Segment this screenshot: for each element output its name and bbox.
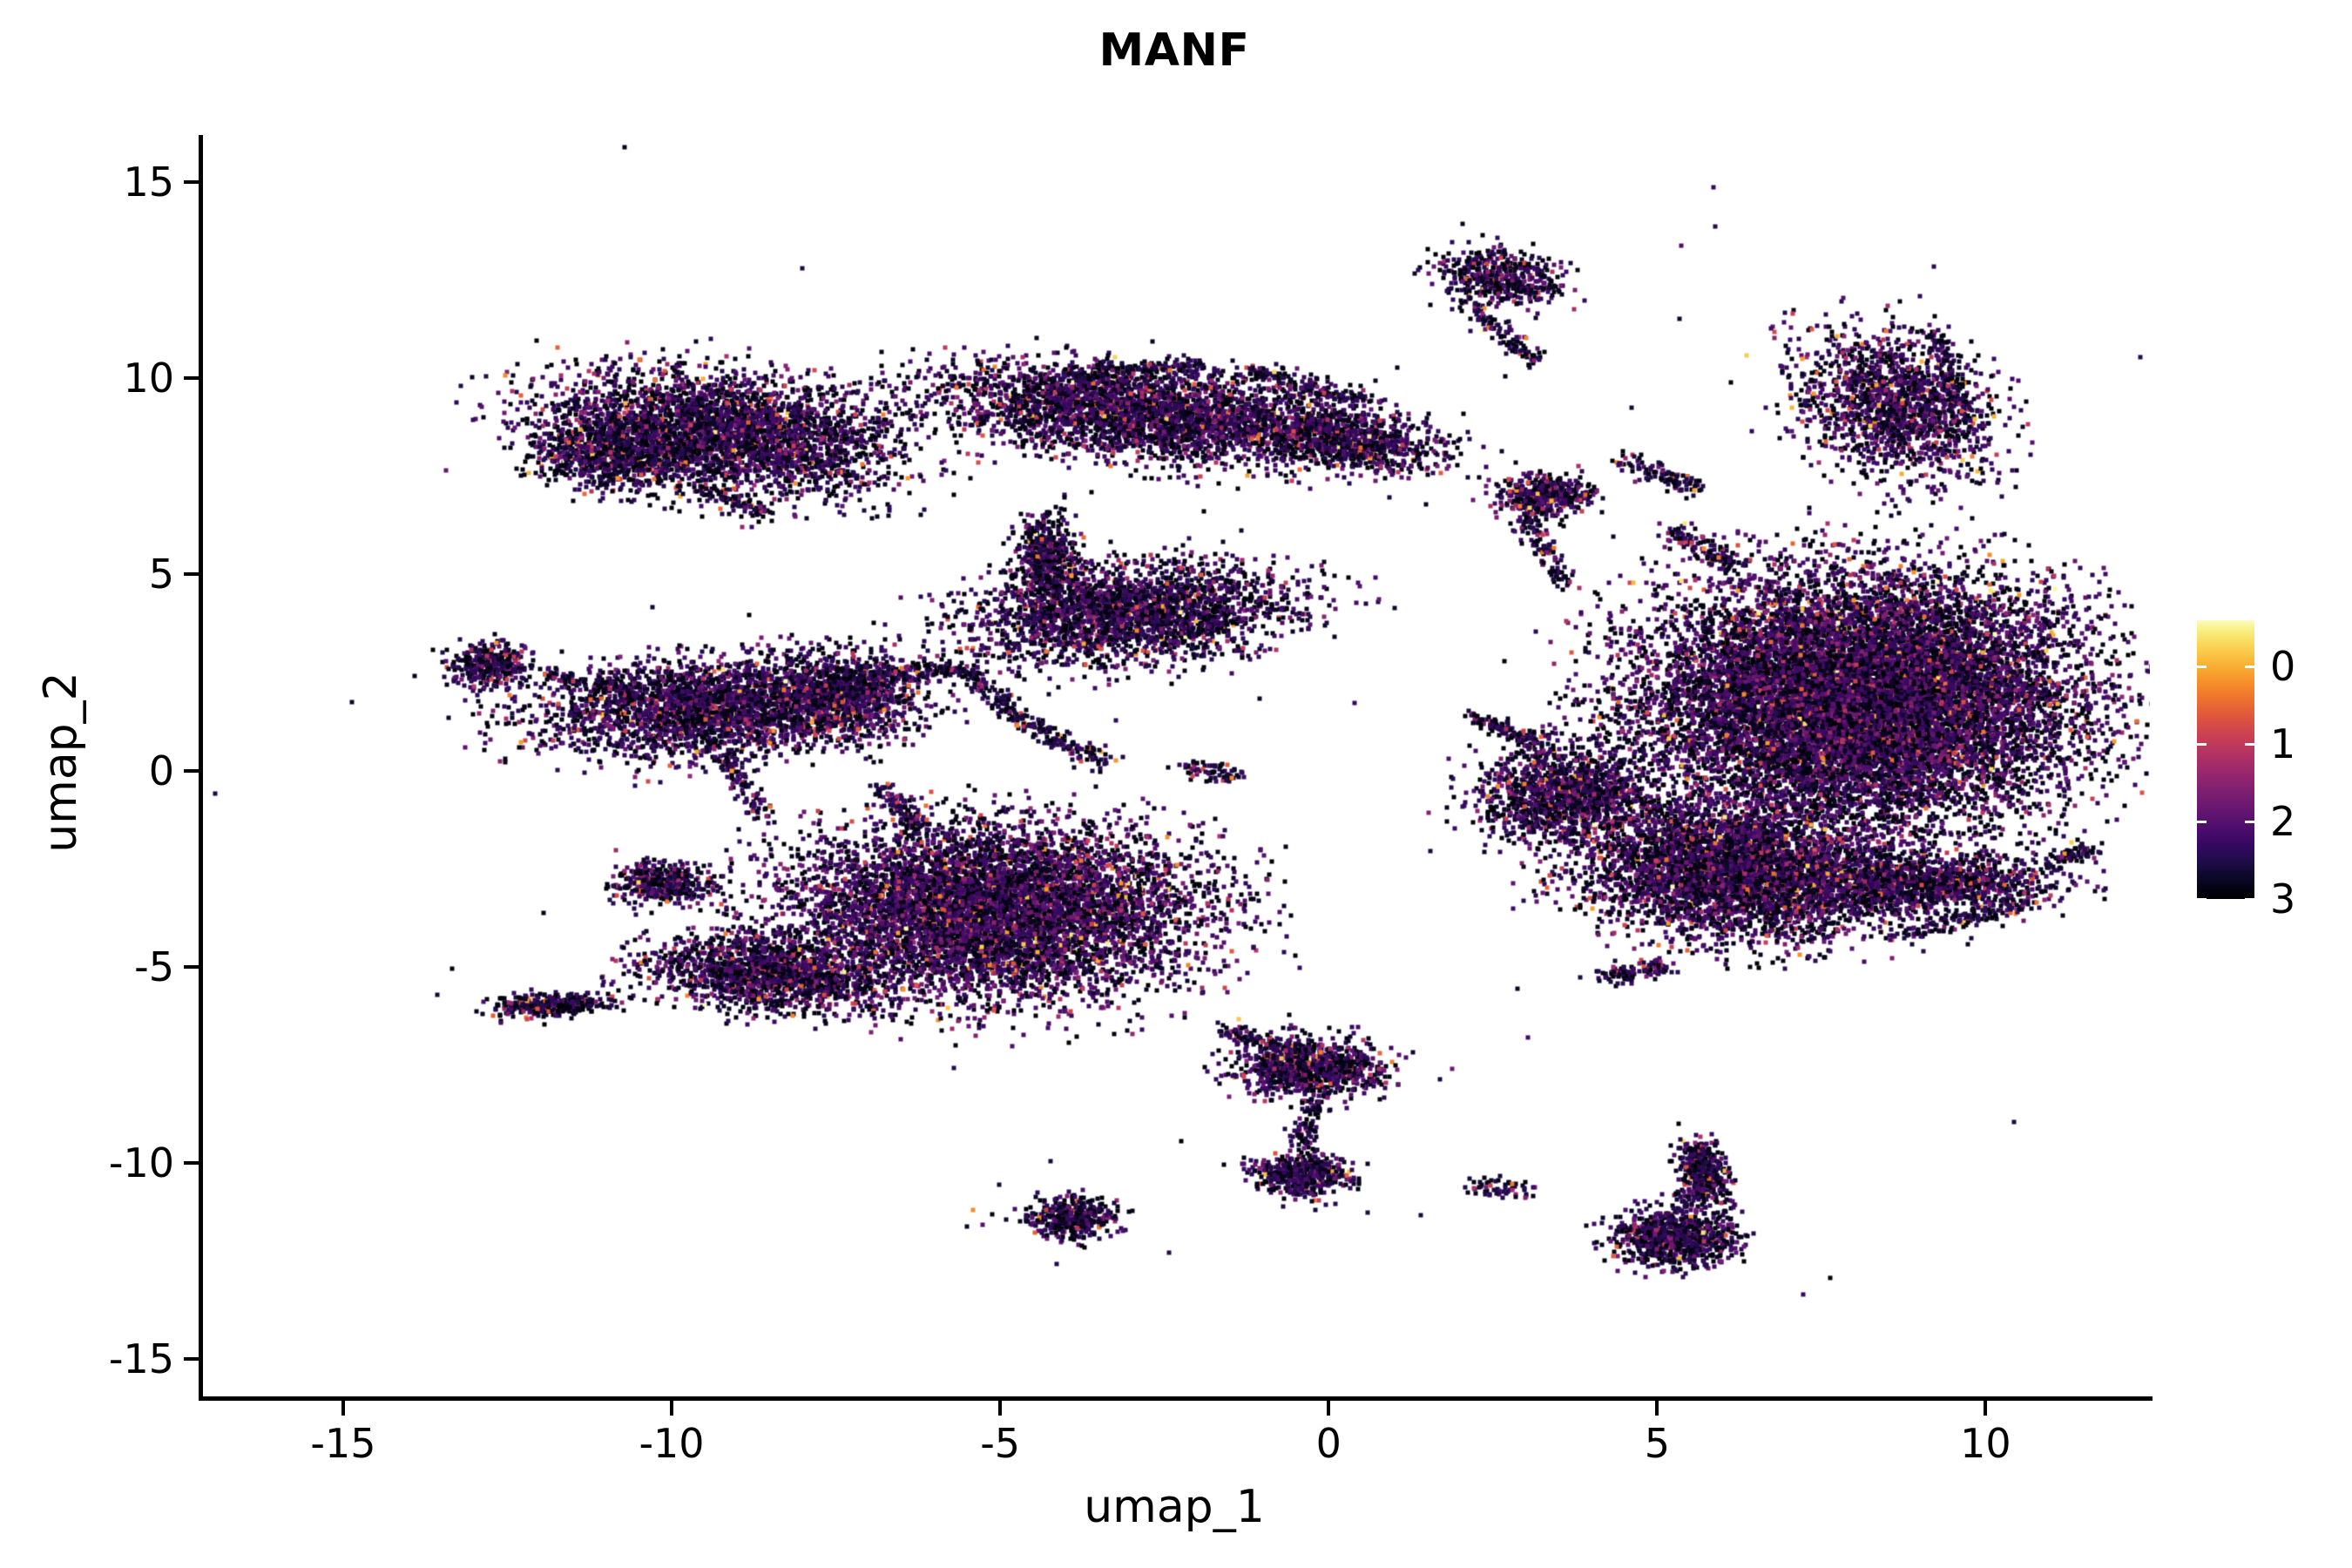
- x-tick-label: 5: [1644, 1420, 1670, 1467]
- y-tick-label: 10: [123, 355, 174, 402]
- umap-scatter-canvas[interactable]: [199, 135, 2150, 1398]
- y-tick-label: 0: [148, 747, 174, 794]
- x-tick-label: 10: [1960, 1420, 2011, 1467]
- colorbar-tick-mark: [2245, 821, 2254, 824]
- colorbar-tick-label: 2: [2270, 798, 2296, 846]
- y-tick-label: -10: [108, 1139, 174, 1186]
- y-tick-mark: [184, 1356, 199, 1361]
- colorbar-gradient: [2197, 620, 2254, 899]
- scatter-plot-area[interactable]: [199, 135, 2150, 1398]
- y-tick-mark: [184, 376, 199, 381]
- x-tick-mark: [998, 1401, 1003, 1416]
- y-tick-mark: [184, 964, 199, 969]
- y-axis-label: umap_2: [35, 672, 87, 853]
- y-tick-mark: [184, 1160, 199, 1165]
- y-tick-mark: [184, 768, 199, 773]
- x-tick-mark: [1984, 1401, 1988, 1416]
- colorbar-tick-mark: [2245, 666, 2254, 669]
- colorbar-tick-mark: [2197, 743, 2207, 747]
- x-tick-mark: [1655, 1401, 1659, 1416]
- page-title: MANF: [1098, 24, 1250, 77]
- colorbar-tick-mark: [2197, 898, 2207, 901]
- y-tick-label: 5: [148, 551, 174, 598]
- colorbar[interactable]: [2197, 620, 2254, 899]
- x-tick-label: -5: [980, 1420, 1021, 1467]
- x-tick-mark: [670, 1401, 674, 1416]
- y-tick-label: 15: [123, 159, 174, 206]
- colorbar-tick-mark: [2245, 743, 2254, 747]
- x-axis-label: umap_1: [1084, 1481, 1265, 1533]
- x-axis-spine: [199, 1396, 2153, 1401]
- y-tick-mark: [184, 572, 199, 577]
- colorbar-tick-mark: [2197, 666, 2207, 669]
- colorbar-tick-mark: [2197, 821, 2207, 824]
- colorbar-tick-label: 1: [2270, 720, 2296, 768]
- colorbar-tick-mark: [2245, 898, 2254, 901]
- y-tick-mark: [184, 180, 199, 185]
- x-tick-label: -10: [639, 1420, 705, 1467]
- colorbar-tick-label: 0: [2270, 643, 2296, 691]
- x-tick-label: -15: [310, 1420, 376, 1467]
- y-tick-label: -5: [134, 943, 174, 990]
- x-tick-mark: [1327, 1401, 1331, 1416]
- y-axis-spine: [199, 135, 203, 1401]
- x-tick-label: 0: [1315, 1420, 1342, 1467]
- x-tick-mark: [341, 1401, 345, 1416]
- y-tick-label: -15: [108, 1335, 174, 1382]
- colorbar-tick-label: 3: [2270, 875, 2296, 923]
